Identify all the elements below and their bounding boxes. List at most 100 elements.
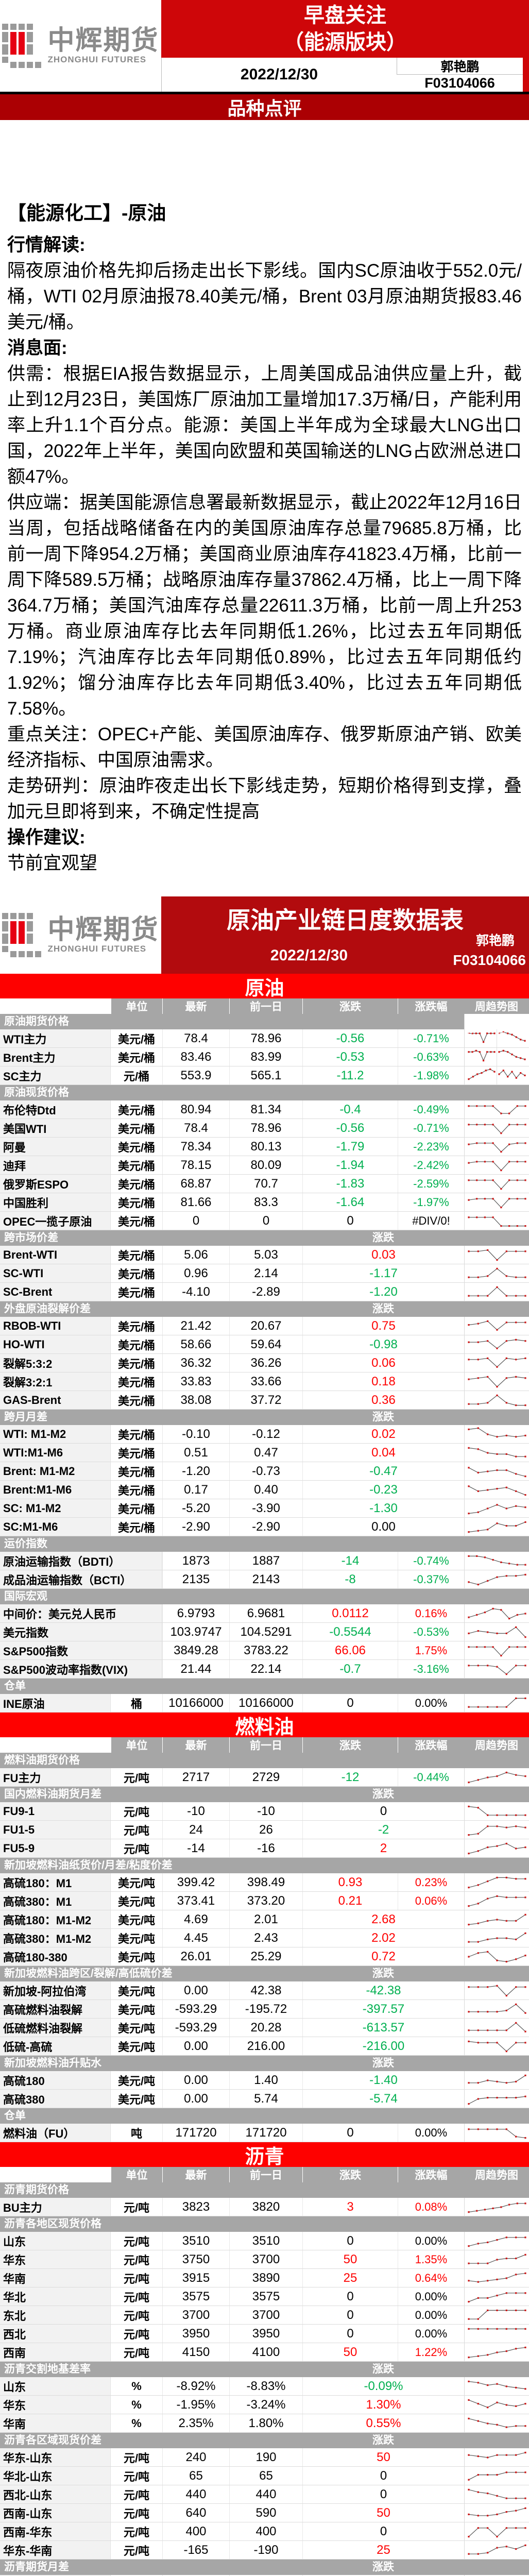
cell-previous: 373.20 [229, 1892, 302, 1910]
cell-change: 0 [302, 1212, 398, 1230]
section-row: 新加坡燃料油纸货价/月差/粘度价差 [0, 1858, 529, 1873]
cell-change: -14 [302, 1552, 398, 1570]
cell-change: -1.79 [302, 1138, 398, 1156]
commentary-article: 【能源化工】-原油 行情解读: 隔夜原油价格先抑后扬走出长下影线。国内SC原油收… [0, 120, 529, 896]
cell-unit: % [131, 2379, 142, 2393]
cell-previous: 37.72 [229, 1391, 302, 1409]
trend-sparkline-chart [467, 1485, 526, 1496]
cell-latest: 38.08 [162, 1391, 229, 1409]
cell-change: 0.21 [302, 1892, 398, 1910]
table-row: 华北-山东 元/吨 65 65 0 [0, 2467, 529, 2485]
table-row: SC主力 元/桶 553.9 565.1 -11.2 -1.98% [0, 1066, 529, 1085]
cell-trend [464, 1156, 529, 1174]
cell-latest: 3915 [162, 2269, 229, 2287]
trend-curve-spark [497, 1066, 527, 1084]
table-row: Brent: M1-M2 美元/桶 -1.20 -0.73 -0.47 [0, 1462, 529, 1481]
red-strip [523, 58, 529, 92]
cell-trend [464, 2306, 529, 2324]
trend-sparkline-chart [467, 1447, 526, 1458]
section-row: 沥青各地区现货价格 [0, 2216, 529, 2232]
cell-latest: 65 [162, 2467, 229, 2485]
cell-change: -5.74 [302, 2090, 464, 2108]
trend-sparkline-chart [467, 1376, 526, 1387]
cell-trend [464, 1372, 529, 1391]
row-label: 成品油运输指数（BCTI） [0, 1570, 162, 1588]
section-row: 仓单 [0, 1679, 529, 1694]
cell-trend [464, 2000, 529, 2018]
cell-latest: -165 [162, 2541, 229, 2559]
cell-trend [464, 1138, 529, 1156]
table-row: 华南% 2.35% 1.80% 0.55% [0, 2414, 529, 2433]
trend-sparkline-chart [498, 1049, 526, 1060]
trend-sparkline-chart [467, 1951, 526, 1962]
trend-sparkline-chart [467, 1555, 526, 1566]
column-header: 最新 [162, 2167, 229, 2182]
column-header: 周趋势图 [464, 2167, 529, 2182]
row-label: HO-WTI [0, 1335, 111, 1353]
cell-change: 0 [302, 2306, 398, 2324]
cell-change-pct: 1.75% [398, 1641, 464, 1659]
column-header: 涨跌 [302, 2167, 398, 2182]
product-banner: 燃料油 [0, 1713, 529, 1738]
section-label: 沥青各地区现货价格 [4, 2218, 101, 2230]
section-row: 原油现货价格 [0, 1085, 529, 1100]
row-label: 华南 [0, 2414, 111, 2432]
cell-change: -0.4 [302, 1100, 398, 1118]
section-label: 跨市场价差 [4, 1232, 58, 1244]
table-row: 低硫-高硫 美元/吨 0.00 216.00 -216.00 [0, 2037, 529, 2056]
trend-sparkline-chart [467, 1607, 526, 1619]
cell-previous: -16 [229, 1839, 302, 1857]
cell-unit: 元/吨 [123, 2328, 150, 2341]
cell-change: -11.2 [302, 1066, 398, 1084]
cell-change: 2 [302, 1839, 464, 1857]
column-header: 最新 [162, 1737, 229, 1753]
trend-sparkline-chart [467, 1249, 526, 1261]
cell-unit: 美元/桶 [117, 1178, 156, 1191]
cell-change: 0 [302, 2522, 464, 2540]
table-row: 高硫180 美元/吨 0.00 1.40 -1.40 [0, 2071, 529, 2090]
cell-unit: 美元/桶 [117, 1032, 156, 1046]
cell-latest: 36.32 [162, 1354, 229, 1372]
table-row: Brent主力 美元/桶 83.46 83.99 -0.53 -0.63% [0, 1048, 529, 1066]
cell-trend [464, 2448, 529, 2466]
cell-previous: 171720 [229, 2124, 302, 2142]
cell-unit: 美元/桶 [117, 1159, 156, 1173]
cell-trend [464, 2325, 529, 2343]
cell-unit: 元/吨 [123, 2201, 150, 2214]
cell-previous: 400 [229, 2522, 302, 2540]
cell-latest: -5.20 [162, 1499, 229, 1517]
cell-unit: 桶 [130, 1697, 142, 1710]
cell-change-pct: -0.44% [398, 1768, 464, 1786]
cell-change-pct: 1.22% [398, 2343, 464, 2361]
cell-unit: 美元/桶 [117, 1141, 156, 1154]
row-label: 中国胜利 [0, 1193, 111, 1211]
column-header: 单位 [111, 1737, 162, 1753]
column-header: 涨跌幅 [398, 998, 464, 1014]
cell-trend [464, 1462, 529, 1480]
column-header: 前一日 [229, 998, 302, 1014]
divider-rule [0, 92, 529, 94]
section-label: 新加坡燃料油跨区/裂解/高低硫价差 [4, 1968, 173, 1979]
section-change-label: 涨跌 [372, 2057, 394, 2069]
column-header: 前一日 [229, 1737, 302, 1753]
trend-sparkline-chart [467, 1805, 526, 1816]
trend-sparkline-chart [467, 2328, 526, 2330]
cell-unit: 元/吨 [123, 2235, 150, 2248]
cell-previous: 3575 [229, 2287, 302, 2306]
cell-unit: 吨 [130, 2127, 142, 2140]
row-label: 高硫380：M1-M2 [0, 1929, 111, 1947]
report-date: 2022/12/30 [161, 58, 397, 92]
cell-unit: 美元/桶 [117, 1484, 156, 1497]
cell-previous: 6.9681 [229, 1604, 302, 1622]
trend-sparkline-chart [467, 1503, 526, 1514]
cell-latest: 68.87 [162, 1175, 229, 1193]
row-label: 中间价：美元兑人民币 [0, 1604, 162, 1622]
cell-unit: 美元/吨 [117, 1951, 156, 1964]
cell-latest: 240 [162, 2448, 229, 2466]
section-row: 燃料油期货价格 [0, 1753, 529, 1768]
article-paragraph: 重点关注：OPEC+产能、美国原油库存、俄罗斯原油产销、欧美经济指标、中国原油需… [7, 724, 522, 770]
table-row: 高硫180-380 美元/吨 26.01 25.29 0.72 [0, 1947, 529, 1966]
trend-subcol-label: 远期曲线 [497, 1017, 522, 1038]
cell-trend [464, 2575, 529, 2576]
table-row: 阿曼 美元/桶 78.34 80.13 -1.79 -2.23% [0, 1138, 529, 1156]
